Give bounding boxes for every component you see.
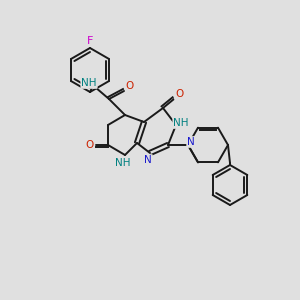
- Text: NH: NH: [115, 158, 131, 168]
- Text: NH: NH: [173, 118, 189, 128]
- Text: O: O: [175, 89, 183, 99]
- Text: NH: NH: [81, 78, 97, 88]
- Text: O: O: [126, 81, 134, 91]
- Text: N: N: [144, 155, 152, 165]
- Text: N: N: [187, 137, 195, 147]
- Text: O: O: [85, 140, 93, 150]
- Text: F: F: [87, 36, 93, 46]
